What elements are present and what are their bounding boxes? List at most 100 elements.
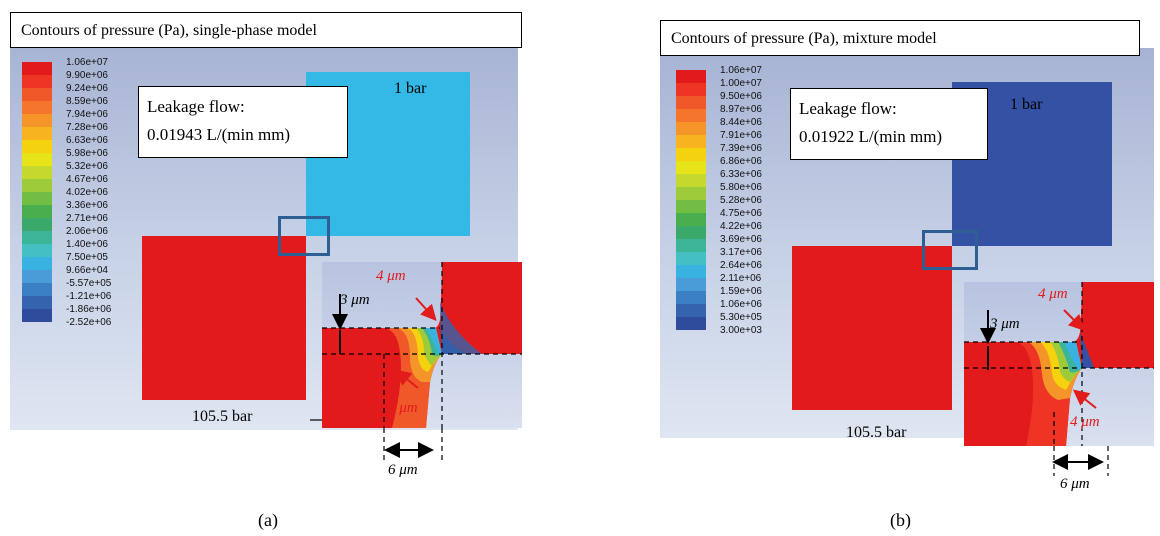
legend-label: 3.36e+06 <box>66 200 108 211</box>
legend-label: 2.71e+06 <box>66 213 108 224</box>
legend-label: 4.75e+06 <box>720 208 762 219</box>
panel-a: Contours of pressure (Pa), single-phase … <box>0 0 560 536</box>
legend-swatch <box>22 296 52 309</box>
zoom-highlight-box <box>278 216 330 256</box>
leakage-label: Leakage flow: <box>799 99 897 118</box>
top-pressure-label: 1 bar <box>394 80 427 97</box>
legend-label: 9.66e+04 <box>66 265 108 276</box>
top-pressure-label: 1 bar <box>1010 96 1043 113</box>
dim-vertical-3um: 3 μm <box>340 292 370 308</box>
legend-label: 4.67e+06 <box>66 174 108 185</box>
legend-label: 6.63e+06 <box>66 135 108 146</box>
legend-label: 5.98e+06 <box>66 148 108 159</box>
detail-inset <box>964 282 1154 446</box>
leakage-value: 0.01943 L/(min mm) <box>147 125 291 144</box>
legend-label: 7.94e+06 <box>66 109 108 120</box>
legend-swatch <box>676 161 706 174</box>
legend-label: 5.32e+06 <box>66 161 108 172</box>
dim-horizontal-6um: 6 μm <box>1060 476 1090 492</box>
legend-swatch <box>676 265 706 278</box>
legend-swatch <box>676 187 706 200</box>
legend-swatch <box>22 192 52 205</box>
legend-swatch <box>676 122 706 135</box>
legend-swatch <box>22 114 52 127</box>
legend-swatch <box>22 140 52 153</box>
legend-label: -5.57e+05 <box>66 278 112 289</box>
legend-label: 1.00e+07 <box>720 78 762 89</box>
legend-label: 9.50e+06 <box>720 91 762 102</box>
legend-swatch <box>22 179 52 192</box>
color-legend <box>676 70 706 330</box>
legend-swatch <box>22 257 52 270</box>
legend-swatch <box>676 226 706 239</box>
legend-label: 6.33e+06 <box>720 169 762 180</box>
legend-swatch <box>22 231 52 244</box>
bottom-pressure-label: 105.5 bar <box>846 424 907 441</box>
panel-caption: (b) <box>890 510 911 530</box>
detail-contours <box>964 282 1154 446</box>
legend-label: -1.21e+06 <box>66 291 112 302</box>
legend-swatch <box>676 174 706 187</box>
panel-title: Contours of pressure (Pa), single-phase … <box>10 12 522 48</box>
legend-swatch <box>676 200 706 213</box>
dim-bottom-4um: 4 μm <box>388 400 418 416</box>
leakage-value: 0.01922 L/(min mm) <box>799 127 943 146</box>
panel-b: Contours of pressure (Pa), mixture model… <box>600 0 1160 536</box>
legend-swatch <box>676 317 706 330</box>
legend-swatch <box>22 62 52 75</box>
dim-bottom-4um: 4 μm <box>1070 414 1100 430</box>
legend-labels: 1.06e+07 1.00e+07 9.50e+06 8.97e+06 8.44e+06… <box>720 64 762 337</box>
zoom-highlight-box <box>922 230 978 270</box>
legend-swatch <box>22 88 52 101</box>
legend-label: 8.97e+06 <box>720 104 762 115</box>
legend-swatch <box>676 109 706 122</box>
legend-label: 8.44e+06 <box>720 117 762 128</box>
dimension-annotations <box>980 309 1109 476</box>
legend-swatch <box>22 127 52 140</box>
legend-swatch <box>676 148 706 161</box>
legend-label: 2.64e+06 <box>720 260 762 271</box>
legend-swatch <box>676 239 706 252</box>
legend-swatch <box>676 304 706 317</box>
legend-label: 5.30e+05 <box>720 312 762 323</box>
bottom-pressure-label: 105.5 bar <box>192 408 253 425</box>
legend-label: 9.24e+06 <box>66 83 108 94</box>
legend-label: -2.52e+06 <box>66 317 112 328</box>
legend-swatch <box>676 70 706 83</box>
legend-swatch <box>22 244 52 257</box>
dim-top-4um: 4 μm <box>376 268 406 284</box>
legend-label: 7.39e+06 <box>720 143 762 154</box>
legend-labels: 1.06e+07 9.90e+06 9.24e+06 8.59e+06 7.94e+06… <box>66 56 111 329</box>
legend-swatch <box>676 135 706 148</box>
legend-label: 3.17e+06 <box>720 247 762 258</box>
legend-swatch <box>22 166 52 179</box>
legend-label: 7.28e+06 <box>66 122 108 133</box>
dim-vertical-3um: 3 μm <box>990 316 1020 332</box>
detail-inset <box>322 262 522 428</box>
bottom-block-high-pressure <box>792 246 952 410</box>
legend-label: -1.86e+06 <box>66 304 112 315</box>
legend-label: 3.00e+03 <box>720 325 762 336</box>
legend-label: 4.22e+06 <box>720 221 762 232</box>
legend-swatch <box>676 278 706 291</box>
legend-label: 8.59e+06 <box>66 96 108 107</box>
legend-swatch <box>22 270 52 283</box>
legend-label: 5.28e+06 <box>720 195 762 206</box>
leakage-label: Leakage flow: <box>147 97 245 116</box>
legend-swatch <box>22 309 52 322</box>
dim-horizontal-6um: 6 μm <box>388 462 418 478</box>
legend-swatch <box>676 96 706 109</box>
legend-swatch <box>22 218 52 231</box>
legend-label: 2.11e+06 <box>720 273 762 284</box>
legend-swatch <box>22 205 52 218</box>
legend-label: 2.06e+06 <box>66 226 108 237</box>
bottom-block-high-pressure <box>142 236 306 400</box>
leakage-flow-box: Leakage flow: 0.01943 L/(min mm) <box>138 86 348 158</box>
legend-swatch <box>22 283 52 296</box>
legend-label: 4.02e+06 <box>66 187 108 198</box>
legend-swatch <box>22 75 52 88</box>
legend-label: 7.50e+05 <box>66 252 108 263</box>
color-legend <box>22 62 52 322</box>
dim-top-4um: 4 μm <box>1038 286 1068 302</box>
panel-title: Contours of pressure (Pa), mixture model <box>660 20 1140 56</box>
